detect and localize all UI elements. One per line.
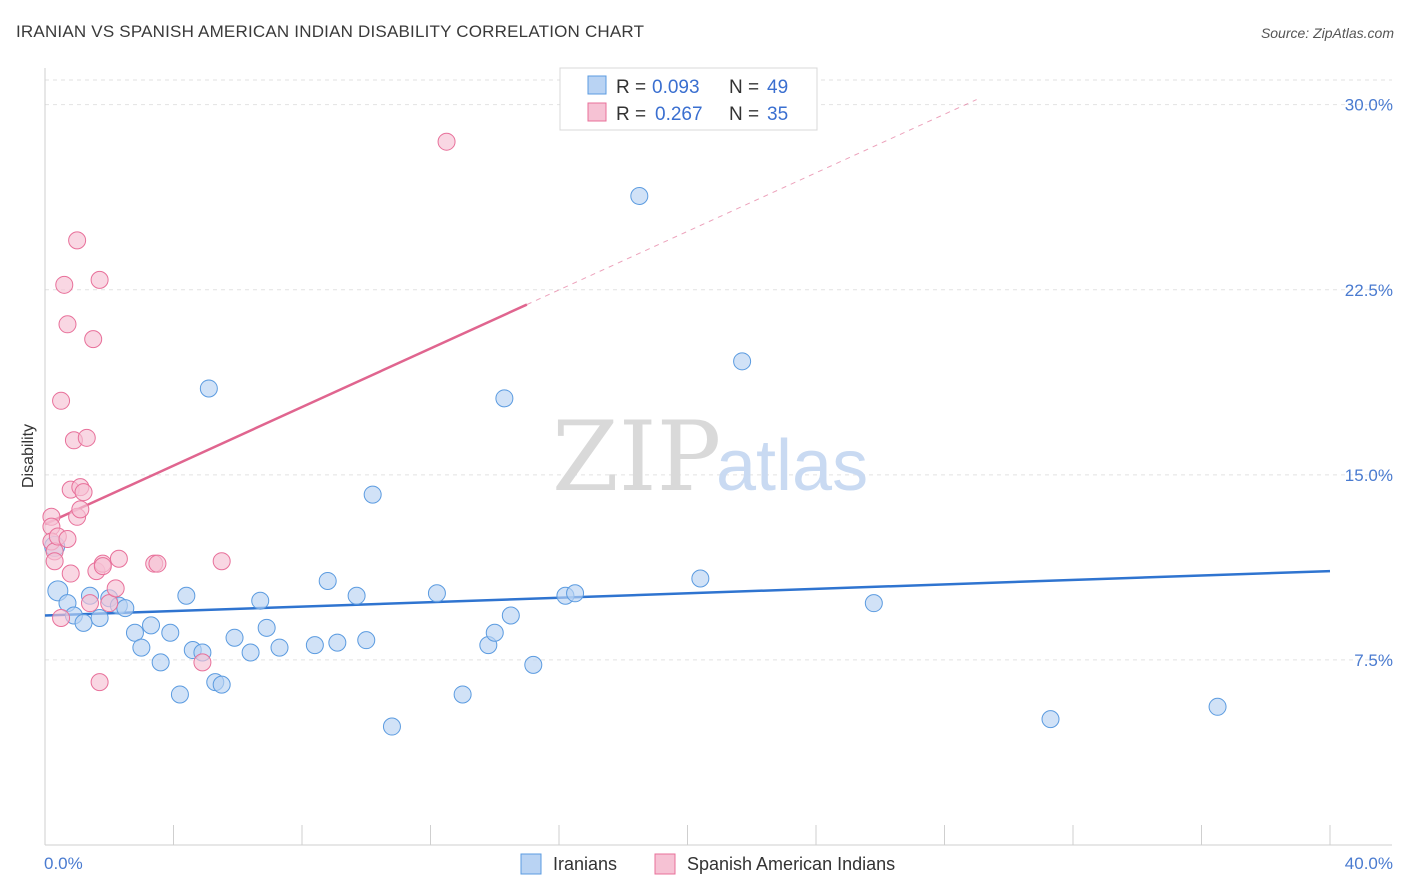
point-iranians-37 bbox=[485, 623, 504, 642]
point-iranians-24 bbox=[251, 591, 270, 610]
trend-line-spanish bbox=[44, 303, 528, 526]
y-tick-label-2: 22.5% bbox=[1345, 281, 1393, 300]
legend-r-label-1: R = bbox=[616, 77, 646, 98]
point-iranians-6 bbox=[90, 608, 109, 627]
legend-r-label-2: R = bbox=[616, 104, 646, 125]
point-iranians-19 bbox=[199, 379, 218, 398]
point-iranians-46 bbox=[864, 594, 883, 613]
source-credit: Source: ZipAtlas.com bbox=[1260, 25, 1394, 41]
point-iranians-29 bbox=[328, 633, 347, 652]
trend-lines bbox=[44, 99, 1331, 617]
point-iranians-22 bbox=[225, 628, 244, 647]
x-tick-label-1: 40.0% bbox=[1345, 854, 1393, 873]
point-iranians-12 bbox=[142, 616, 161, 635]
point-iranians-27 bbox=[305, 636, 324, 655]
y-axis-label: Disability bbox=[20, 424, 37, 488]
point-spanish-4 bbox=[45, 552, 64, 571]
legend-n-label-2: N = bbox=[729, 104, 759, 125]
point-spanish-6 bbox=[52, 391, 71, 410]
point-spanish-17 bbox=[71, 500, 90, 519]
point-iranians-39 bbox=[501, 606, 520, 625]
y-tick-label-0: 7.5% bbox=[1354, 651, 1393, 670]
point-iranians-13 bbox=[151, 653, 170, 672]
point-iranians-15 bbox=[170, 685, 189, 704]
legend-n-value-2: 35 bbox=[767, 104, 788, 125]
point-iranians-11 bbox=[132, 638, 151, 657]
point-iranians-25 bbox=[257, 618, 276, 637]
point-iranians-31 bbox=[357, 631, 376, 650]
point-spanish-31 bbox=[148, 554, 167, 573]
stats-legend: R = 0.093 N = 49 R = 0.267 N = 35 bbox=[559, 67, 818, 131]
point-spanish-8 bbox=[55, 275, 74, 294]
y-tick-labels: 7.5% 15.0% 22.5% 30.0% bbox=[1345, 96, 1393, 670]
point-spanish-32 bbox=[193, 653, 212, 672]
point-iranians-43 bbox=[630, 186, 649, 205]
point-iranians-42 bbox=[566, 584, 585, 603]
point-spanish-20 bbox=[80, 594, 99, 613]
watermark-zip: ZIP bbox=[552, 401, 721, 513]
point-iranians-14 bbox=[161, 623, 180, 642]
point-spanish-18 bbox=[74, 483, 93, 502]
point-spanish-34 bbox=[437, 132, 456, 151]
legend-swatch-spanish bbox=[587, 102, 607, 122]
point-iranians-33 bbox=[382, 717, 401, 736]
point-spanish-27 bbox=[100, 594, 119, 613]
axes bbox=[44, 68, 1392, 846]
point-iranians-28 bbox=[318, 571, 337, 590]
point-iranians-30 bbox=[347, 586, 366, 605]
point-spanish-7 bbox=[52, 608, 71, 627]
point-spanish-19 bbox=[77, 428, 96, 447]
point-iranians-32 bbox=[363, 485, 382, 504]
point-spanish-33 bbox=[212, 552, 231, 571]
point-iranians-4 bbox=[74, 613, 93, 632]
point-iranians-23 bbox=[241, 643, 260, 662]
legend-swatch-iranians bbox=[587, 75, 607, 95]
y-tick-label-1: 15.0% bbox=[1345, 466, 1393, 485]
point-iranians-9 bbox=[116, 599, 135, 618]
point-iranians-40 bbox=[524, 655, 543, 674]
bottom-legend-swatch-spanish bbox=[654, 853, 676, 875]
point-spanish-28 bbox=[106, 579, 125, 598]
legend-n-value-1: 49 bbox=[767, 77, 788, 98]
trend-line-iranians bbox=[44, 569, 1331, 617]
bottom-legend-swatch-iranians bbox=[520, 853, 542, 875]
bottom-legend-spanish: Spanish American Indians bbox=[687, 854, 895, 874]
point-spanish-15 bbox=[68, 231, 87, 250]
bottom-legend-iranians: Iranians bbox=[553, 854, 617, 874]
point-iranians-16 bbox=[177, 586, 196, 605]
point-iranians-48 bbox=[1208, 697, 1227, 716]
legend-r-value-1: 0.093 bbox=[652, 77, 700, 98]
point-iranians-10 bbox=[125, 623, 144, 642]
point-spanish-10 bbox=[58, 315, 77, 334]
y-tick-label-3: 30.0% bbox=[1345, 96, 1393, 115]
trend-line-spanish-extension bbox=[526, 99, 977, 306]
point-iranians-26 bbox=[270, 638, 289, 657]
x-tick-labels: 0.0% 40.0% bbox=[44, 854, 1393, 873]
point-iranians-21 bbox=[212, 675, 231, 694]
watermark-atlas: atlas bbox=[716, 426, 868, 506]
x-tick-label-0: 0.0% bbox=[44, 854, 83, 873]
point-iranians-34 bbox=[427, 584, 446, 603]
point-spanish-29 bbox=[109, 549, 128, 568]
point-iranians-45 bbox=[733, 352, 752, 371]
legend-r-value-2: 0.267 bbox=[655, 104, 703, 125]
point-spanish-21 bbox=[84, 330, 103, 349]
series-legend: Iranians Spanish American Indians bbox=[520, 853, 895, 875]
chart-title: IRANIAN VS SPANISH AMERICAN INDIAN DISAB… bbox=[16, 22, 645, 41]
point-spanish-12 bbox=[61, 564, 80, 583]
legend-n-label-1: N = bbox=[729, 77, 759, 98]
point-iranians-47 bbox=[1041, 710, 1060, 729]
point-iranians-44 bbox=[691, 569, 710, 588]
point-iranians-35 bbox=[453, 685, 472, 704]
point-spanish-24 bbox=[90, 673, 109, 692]
point-spanish-23 bbox=[90, 270, 109, 289]
data-points bbox=[42, 132, 1227, 736]
point-spanish-26 bbox=[93, 557, 112, 576]
grid-lines bbox=[45, 79, 1392, 661]
point-spanish-9 bbox=[58, 530, 77, 548]
point-iranians-38 bbox=[495, 389, 514, 408]
